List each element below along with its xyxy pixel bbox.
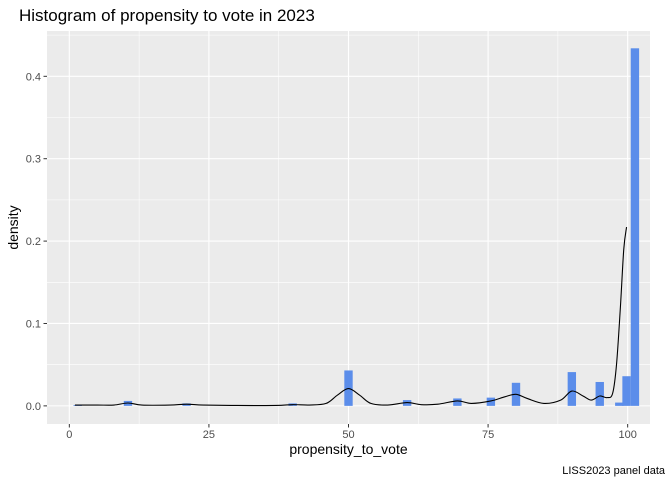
density-curve	[74, 227, 628, 407]
y-tick-label: 0.3	[26, 154, 41, 166]
x-tick-label: 50	[342, 429, 354, 441]
histogram-bar	[630, 48, 640, 406]
histogram-bar	[622, 376, 631, 406]
y-axis-title: density	[5, 205, 21, 249]
x-axis-title: propensity_to_vote	[289, 441, 408, 457]
chart-caption: LISS2023 panel data	[562, 465, 666, 477]
histogram-bar	[453, 398, 462, 406]
x-tick-label: 0	[66, 429, 72, 441]
histogram-bar	[567, 372, 577, 406]
x-tick-label: 75	[482, 429, 494, 441]
x-tick-label: 25	[203, 429, 215, 441]
y-tick-label: 0.1	[26, 318, 41, 330]
chart-title: Histogram of propensity to vote in 2023	[19, 6, 315, 25]
y-tick-label: 0.2	[26, 236, 41, 248]
y-tick-label: 0.4	[26, 71, 41, 83]
histogram-bar	[486, 397, 496, 406]
histogram-bar	[615, 402, 624, 406]
y-tick-label: 0.0	[26, 401, 41, 413]
y-tick-labels: 0.0 0.1 0.2 0.3 0.4	[26, 71, 41, 413]
histogram-bar	[595, 381, 604, 406]
x-tick-labels: 0 25 50 75 100	[66, 429, 637, 441]
x-tick-label: 100	[618, 429, 636, 441]
axis-ticks	[43, 75, 629, 428]
